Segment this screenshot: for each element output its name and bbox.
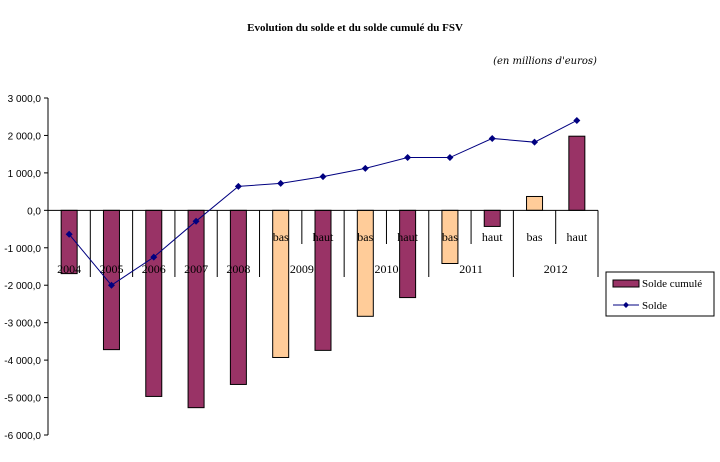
line-marker-solde [531, 138, 539, 146]
line-marker-solde [234, 182, 242, 190]
x-year-label: 2006 [142, 262, 166, 276]
line-marker-solde [150, 253, 158, 261]
bar-solde-cumule [399, 209, 417, 299]
line-marker-solde [361, 164, 369, 172]
line-marker-solde [573, 116, 581, 124]
line-marker-solde [107, 281, 115, 289]
bar-solde-cumule [568, 135, 586, 211]
x-year-label: 2008 [226, 262, 250, 276]
line-marker-solde [65, 230, 73, 238]
bar-solde-cumule [526, 195, 544, 211]
bar-solde-cumule [102, 209, 120, 351]
line-series [65, 116, 581, 289]
x-year-label: 2010 [374, 262, 398, 276]
y-tick-label: -6 000,0 [4, 431, 41, 442]
bar-series [60, 135, 586, 409]
y-tick-label: 3 000,0 [8, 94, 42, 105]
y-tick-label: -5 000,0 [4, 394, 41, 405]
x-year-label: 2004 [57, 262, 81, 276]
line-marker-solde [446, 154, 454, 162]
line-marker-solde [488, 134, 496, 142]
x-sub-label: bas [527, 230, 543, 244]
y-tick-label: -1 000,0 [4, 244, 41, 255]
legend-box [605, 271, 715, 317]
chart-subtitle: (en millions d'euros) [493, 56, 597, 67]
x-sub-label: haut [567, 230, 588, 244]
x-sub-label: haut [397, 230, 418, 244]
x-year-label: 2007 [184, 262, 208, 276]
y-tick-label: -3 000,0 [4, 319, 41, 330]
x-year-label: 2005 [99, 262, 123, 276]
line-marker-solde [277, 179, 285, 187]
x-sub-label: haut [313, 230, 334, 244]
y-tick-label: -2 000,0 [4, 281, 41, 292]
y-tick-label: 2 000,0 [8, 131, 42, 142]
y-axis: 3 000,0 2 000,0 1 000,0 0,0 -1 000,0 -2 000,0… [4, 94, 49, 442]
legend-marker-solde [623, 302, 629, 308]
legend: Solde cumulé Solde [605, 271, 715, 317]
bar-solde-cumule [229, 209, 247, 385]
line-marker-solde [319, 173, 327, 181]
bar-solde-cumule [356, 209, 374, 317]
line-marker-solde [192, 217, 200, 225]
y-tick-label: 0,0 [27, 206, 41, 217]
x-year-label: 2009 [290, 262, 314, 276]
y-tick-label: -4 000,0 [4, 356, 41, 367]
x-sub-label: bas [357, 230, 373, 244]
x-sub-label: bas [273, 230, 289, 244]
bar-solde-cumule [187, 209, 205, 409]
y-tick-label: 1 000,0 [8, 169, 42, 180]
x-sub-label: bas [442, 230, 458, 244]
bar-solde-cumule [145, 209, 163, 397]
legend-label-solde-cumule: Solde cumulé [642, 278, 702, 290]
bar-solde-cumule [483, 209, 501, 227]
legend-swatch-solde-cumule [612, 279, 640, 288]
x-year-label: 2011 [459, 262, 483, 276]
legend-label-solde: Solde [642, 300, 667, 312]
x-axis: bas haut bas haut bas haut bas haut 2004 2005 2006… [47, 209, 599, 277]
x-year-label: 2012 [544, 262, 568, 276]
line-marker-solde [404, 154, 412, 162]
x-sub-label: haut [482, 230, 503, 244]
chart-title: Evolution du solde et du solde cumulé du… [247, 22, 463, 34]
